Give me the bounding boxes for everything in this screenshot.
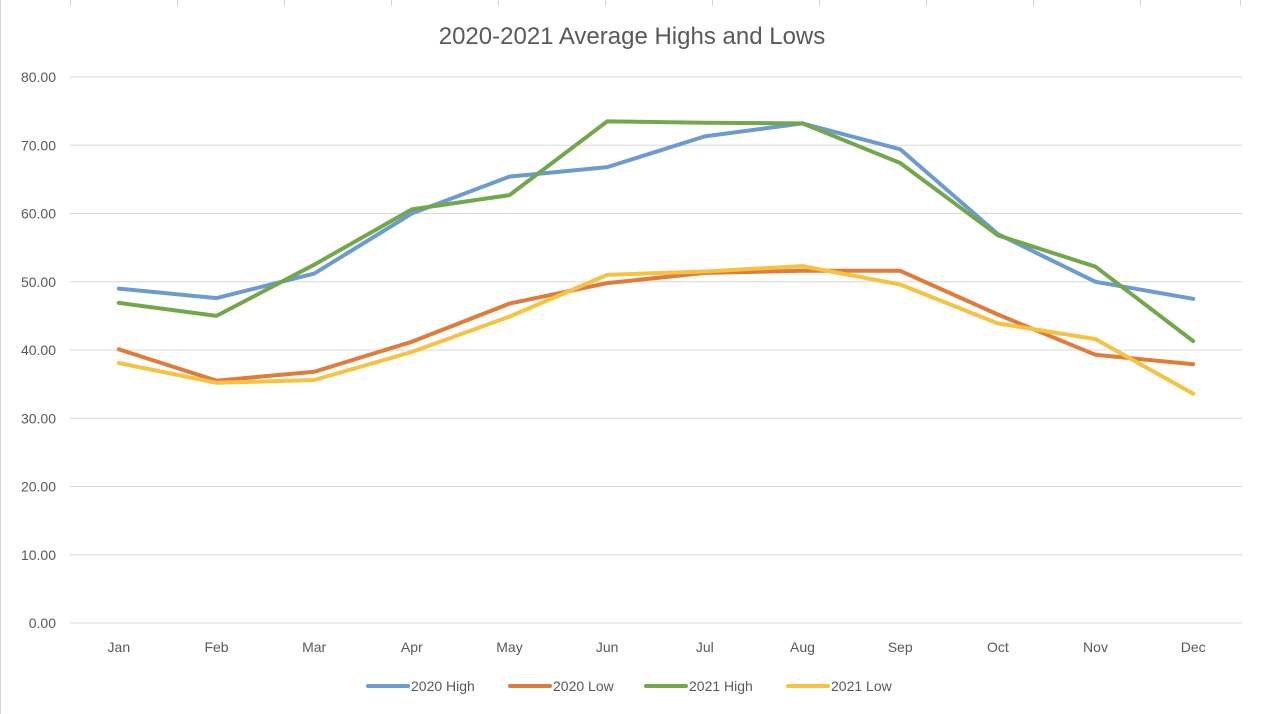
x-axis-ticks: Jan Feb Mar Apr May Jun Jul Aug Sep Oct Nov Dec xyxy=(108,639,1206,655)
y-tick-label: 50.00 xyxy=(21,274,56,290)
legend: 2020 High 2020 Low 2021 High 2021 Low xyxy=(366,678,893,694)
gridlines xyxy=(70,76,1242,624)
legend-label: 2020 High xyxy=(411,678,475,694)
x-tick-label: Sep xyxy=(888,639,913,655)
x-tick-label: Jan xyxy=(108,639,131,655)
chart-title: 2020-2021 Average Highs and Lows xyxy=(439,23,826,50)
x-tick-label: Oct xyxy=(987,639,1009,655)
sheet-gridline xyxy=(1033,0,1034,6)
legend-label: 2021 Low xyxy=(831,678,893,694)
sheet-gridline xyxy=(926,0,927,6)
y-tick-label: 40.00 xyxy=(21,342,56,358)
y-tick-label: 80.00 xyxy=(21,69,56,85)
series-line xyxy=(116,268,1196,383)
x-tick-label: Mar xyxy=(302,639,326,655)
sheet-gridline xyxy=(819,0,820,6)
x-tick-label: Feb xyxy=(204,639,228,655)
y-tick-label: 20.00 xyxy=(21,479,56,495)
sheet-gridline xyxy=(712,0,713,6)
sheet-gridline xyxy=(0,0,1,714)
sheet-gridline xyxy=(391,0,392,6)
x-tick-label: Aug xyxy=(790,639,815,655)
legend-label: 2021 High xyxy=(689,678,753,694)
sheet-gridline xyxy=(284,0,285,6)
y-axis-ticks: 0.00 10.00 20.00 30.00 40.00 50.00 60.00 70.00 8… xyxy=(21,69,56,631)
x-tick-label: May xyxy=(496,639,522,655)
y-tick-label: 30.00 xyxy=(21,410,56,426)
y-tick-label: 10.00 xyxy=(21,547,56,563)
series-lines xyxy=(116,119,1196,396)
y-tick-label: 0.00 xyxy=(29,615,56,631)
x-tick-label: Jul xyxy=(696,639,714,655)
x-tick-label: Apr xyxy=(401,639,423,655)
legend-label: 2020 Low xyxy=(553,678,615,694)
series-line xyxy=(116,264,1196,396)
y-tick-label: 70.00 xyxy=(21,137,56,153)
sheet-gridline xyxy=(177,0,178,6)
x-tick-label: Nov xyxy=(1083,639,1108,655)
sheet-gridline xyxy=(498,0,499,6)
sheet-gridline xyxy=(605,0,606,6)
sheet-gridline xyxy=(1140,0,1141,6)
x-tick-label: Dec xyxy=(1181,639,1206,655)
x-tick-label: Jun xyxy=(596,639,619,655)
sheet-gridline xyxy=(1240,0,1241,6)
y-tick-label: 60.00 xyxy=(21,206,56,222)
series-line xyxy=(116,119,1196,344)
sheet-gridline xyxy=(70,0,71,6)
